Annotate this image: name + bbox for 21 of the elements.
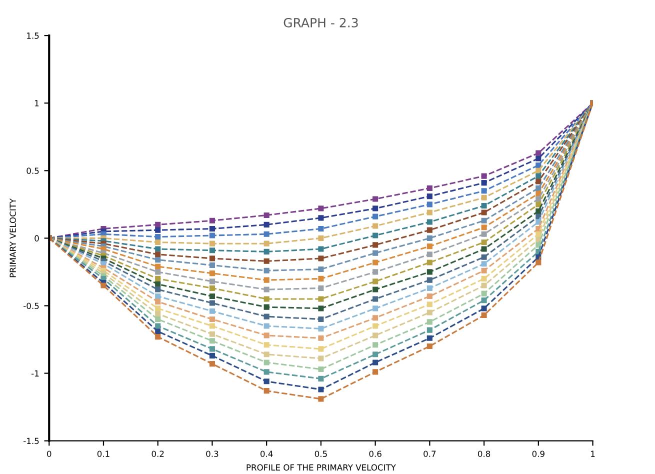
- x-tick-label: 0: [47, 450, 52, 457]
- chart-title: GRAPH - 2.3: [284, 18, 358, 28]
- y-tick-label: -0.5: [24, 302, 39, 310]
- x-tick-label: 0.3: [206, 450, 218, 457]
- x-tick-label: 0.5: [314, 450, 327, 457]
- x-tick-label: 0.8: [478, 450, 490, 457]
- x-tick-label: 0.6: [369, 450, 382, 457]
- y-tick-label: 0.5: [26, 168, 39, 174]
- y-tick-label: 0: [34, 235, 39, 242]
- x-axis-title: PROFILE OF THE PRIMARY VELOCITY: [246, 464, 396, 471]
- x-tick-label: 0.2: [152, 450, 164, 457]
- x-tick-label: 0.9: [532, 450, 544, 457]
- y-tick-label: -1.5: [24, 438, 39, 444]
- x-tick-label: 0.1: [97, 450, 110, 457]
- x-tick-label: 0.7: [424, 450, 436, 457]
- y-axis-title: PRIMARY VELOCITY: [10, 198, 16, 278]
- x-tick-label: 0.4: [260, 450, 273, 457]
- y-tick-label: 1.5: [27, 32, 39, 39]
- y-tick-label: 1: [35, 100, 39, 106]
- x-tick-label: 1: [591, 450, 595, 457]
- y-tick-label: -1: [32, 370, 39, 376]
